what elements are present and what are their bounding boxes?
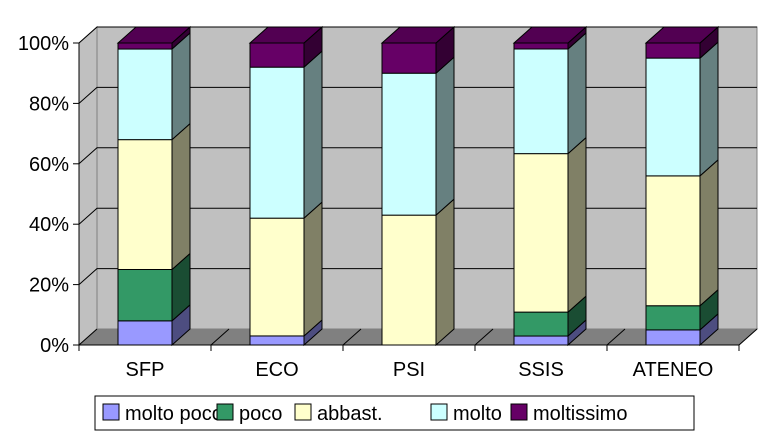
bar-ssis-poco (513, 311, 569, 337)
x-axis: SFP ECO PSI SSIS ATENEO (78, 328, 758, 381)
y-tick-label: 40% (29, 214, 69, 236)
y-tick-label: 80% (29, 93, 69, 115)
x-tick-label: SSIS (518, 359, 564, 381)
bar-sfp-top (116, 26, 192, 44)
bar-eco-abbast--side (303, 201, 323, 338)
legend-entry: moltissimo (510, 403, 627, 425)
x-tick-depth (78, 328, 98, 346)
bar-sfp-molto-side (171, 31, 191, 141)
x-tick-label: ECO (255, 359, 298, 381)
legend-entry: molto poco (102, 403, 223, 425)
legend-label: molto (453, 403, 502, 425)
y-tick-label: 20% (29, 275, 69, 297)
bar-eco-top (248, 26, 324, 44)
x-tick-depth (606, 328, 626, 346)
bar-sfp-abbast--side (171, 122, 191, 271)
bar-ateneo-molto (645, 57, 701, 177)
bar-eco-moltissimo (249, 42, 305, 68)
legend-label: abbast. (317, 403, 383, 425)
legend-swatch (430, 403, 448, 421)
legend-label: molto poco (125, 403, 223, 425)
bar-eco-molto (249, 66, 305, 219)
bar-ssis-top (512, 26, 588, 44)
legend: molto poco poco abbast. molto moltissimo (94, 395, 695, 431)
bar-ssis-moltissimo (513, 42, 569, 50)
x-tick-label: ATENEO (633, 359, 714, 381)
legend-swatch (510, 403, 528, 421)
bar-psi-abbast--side (435, 198, 455, 347)
bar-ateneo-abbast- (645, 175, 701, 307)
bar-ssis-molto-side (567, 31, 587, 155)
bar-ssis-abbast--side (567, 136, 587, 314)
bar-psi-top (380, 26, 456, 44)
bar-sfp-molto-poco (117, 320, 173, 346)
x-tick-label: SFP (126, 359, 165, 381)
legend-swatch (102, 403, 120, 421)
legend-entry: poco (216, 403, 282, 425)
x-tick-depth (342, 328, 362, 346)
legend-swatch (294, 403, 312, 421)
legend-box (94, 395, 695, 431)
bar-ateneo-poco (645, 305, 701, 331)
legend-swatch (216, 403, 234, 421)
bar-eco-molto-poco (249, 335, 305, 346)
bar-sfp-moltissimo (117, 42, 173, 50)
legend-entry: abbast. (294, 403, 383, 425)
bar-ssis-molto-poco (513, 335, 569, 346)
legend-label: poco (239, 403, 282, 425)
bar-eco-molto-side (303, 50, 323, 220)
legend-label: moltissimo (533, 403, 627, 425)
bar-ateneo-moltissimo (645, 42, 701, 59)
x-tick-depth (738, 328, 758, 346)
bar-psi-abbast- (381, 214, 437, 346)
bar-eco-abbast- (249, 217, 305, 337)
bar-ssis-abbast- (513, 153, 569, 313)
bar-sfp-poco (117, 269, 173, 322)
legend-entry: molto (430, 403, 502, 425)
y-tick-label: 60% (29, 154, 69, 176)
y-tick-label: 0% (40, 335, 69, 357)
bar-ateneo-molto-side (699, 40, 719, 177)
bar-psi-molto (381, 72, 437, 216)
bar-sfp-molto (117, 48, 173, 141)
y-axis: 0% 20% 40% 60% 80% 100% (18, 33, 80, 357)
bars (116, 25, 720, 347)
bar-ateneo-top (644, 26, 720, 44)
x-tick-depth (210, 328, 230, 346)
side-wall (78, 25, 98, 347)
x-tick-depth (474, 328, 494, 346)
bar-ateneo-molto-poco (645, 329, 701, 346)
bar-psi-molto-side (435, 56, 455, 217)
bar-ssis-molto (513, 48, 569, 155)
bar-sfp-abbast- (117, 139, 173, 270)
bar-ateneo-abbast--side (699, 158, 719, 307)
x-tick-label: PSI (393, 359, 425, 381)
y-tick-label: 100% (18, 33, 69, 55)
bar-psi-moltissimo (381, 42, 437, 74)
